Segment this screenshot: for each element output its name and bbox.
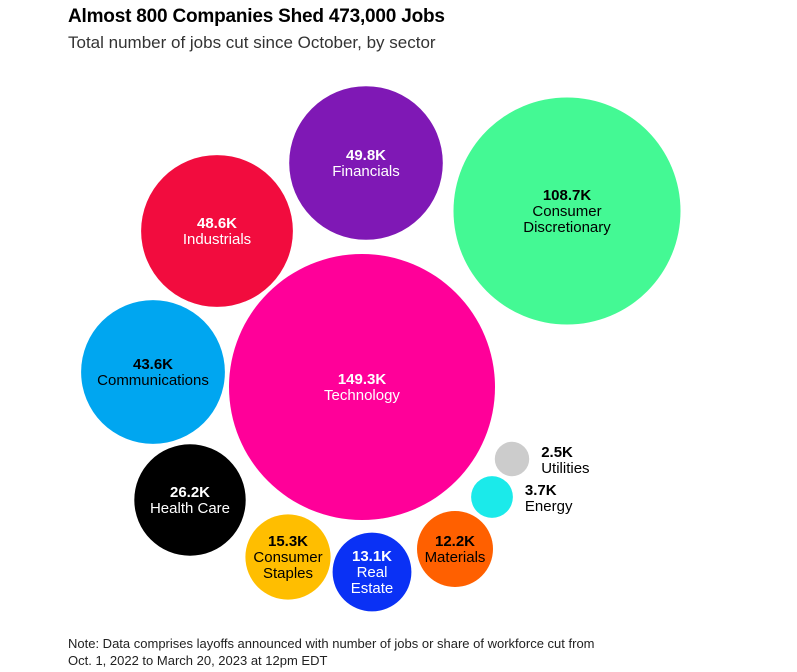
bubble-label-real-estate-2: Estate — [351, 580, 394, 597]
bubble-label-health-care: Health Care — [150, 500, 230, 517]
bubble-label-communications: Communications — [97, 372, 209, 389]
bubble-label-energy: Energy — [525, 498, 573, 515]
bubble-circle-technology — [229, 254, 495, 520]
bubble-circle-health-care — [134, 444, 246, 556]
bubble-label-consumer-discretionary-2: Discretionary — [523, 219, 611, 236]
bubble-label-industrials: Industrials — [183, 231, 251, 248]
bubble-label-technology: Technology — [324, 387, 400, 404]
bubble-chart: 149.3KTechnology108.7KConsumerDiscretion… — [81, 86, 681, 612]
bubble-value-communications: 43.6K — [133, 356, 173, 373]
bubble-circle-energy — [471, 476, 513, 518]
note-line-2: Oct. 1, 2022 to March 20, 2023 at 12pm E… — [68, 653, 328, 668]
bubble-value-consumer-discretionary: 108.7K — [543, 187, 592, 204]
bubble-value-real-estate: 13.1K — [352, 548, 392, 565]
bubble-circle-industrials — [141, 155, 293, 307]
chart-note: Note: Data comprises layoffs announced w… — [68, 635, 768, 669]
bubble-label-consumer-staples-1: Consumer — [253, 549, 322, 566]
note-line-1: Note: Data comprises layoffs announced w… — [68, 636, 595, 651]
bubble-circle-materials — [417, 511, 493, 587]
bubble-label-consumer-discretionary-1: Consumer — [532, 203, 601, 220]
bubble-label-utilities: Utilities — [541, 460, 589, 477]
bubble-value-materials: 12.2K — [435, 533, 475, 550]
bubble-circle-consumer-staples — [245, 514, 331, 600]
bubble-label-real-estate-1: Real — [357, 564, 388, 581]
bubble-label-materials: Materials — [425, 549, 486, 566]
bubble-circle-consumer-discretionary — [453, 97, 681, 325]
bubble-value-technology: 149.3K — [338, 371, 387, 388]
bubble-label-financials: Financials — [332, 163, 400, 180]
bubble-value-utilities: 2.5K — [541, 444, 573, 461]
bubble-value-financials: 49.8K — [346, 147, 386, 164]
bubble-value-health-care: 26.2K — [170, 484, 210, 501]
bubble-circle-communications — [81, 300, 225, 444]
bubble-circle-utilities — [494, 441, 530, 477]
bubble-value-energy: 3.7K — [525, 482, 557, 499]
bubble-value-industrials: 48.6K — [197, 215, 237, 232]
chart-title: Almost 800 Companies Shed 473,000 Jobs — [68, 6, 445, 27]
chart-subtitle: Total number of jobs cut since October, … — [68, 33, 436, 52]
bubble-circle-real-estate — [332, 532, 412, 612]
bubble-value-consumer-staples: 15.3K — [268, 533, 308, 550]
bubble-label-consumer-staples-2: Staples — [263, 565, 313, 582]
bubble-circle-financials — [289, 86, 443, 240]
